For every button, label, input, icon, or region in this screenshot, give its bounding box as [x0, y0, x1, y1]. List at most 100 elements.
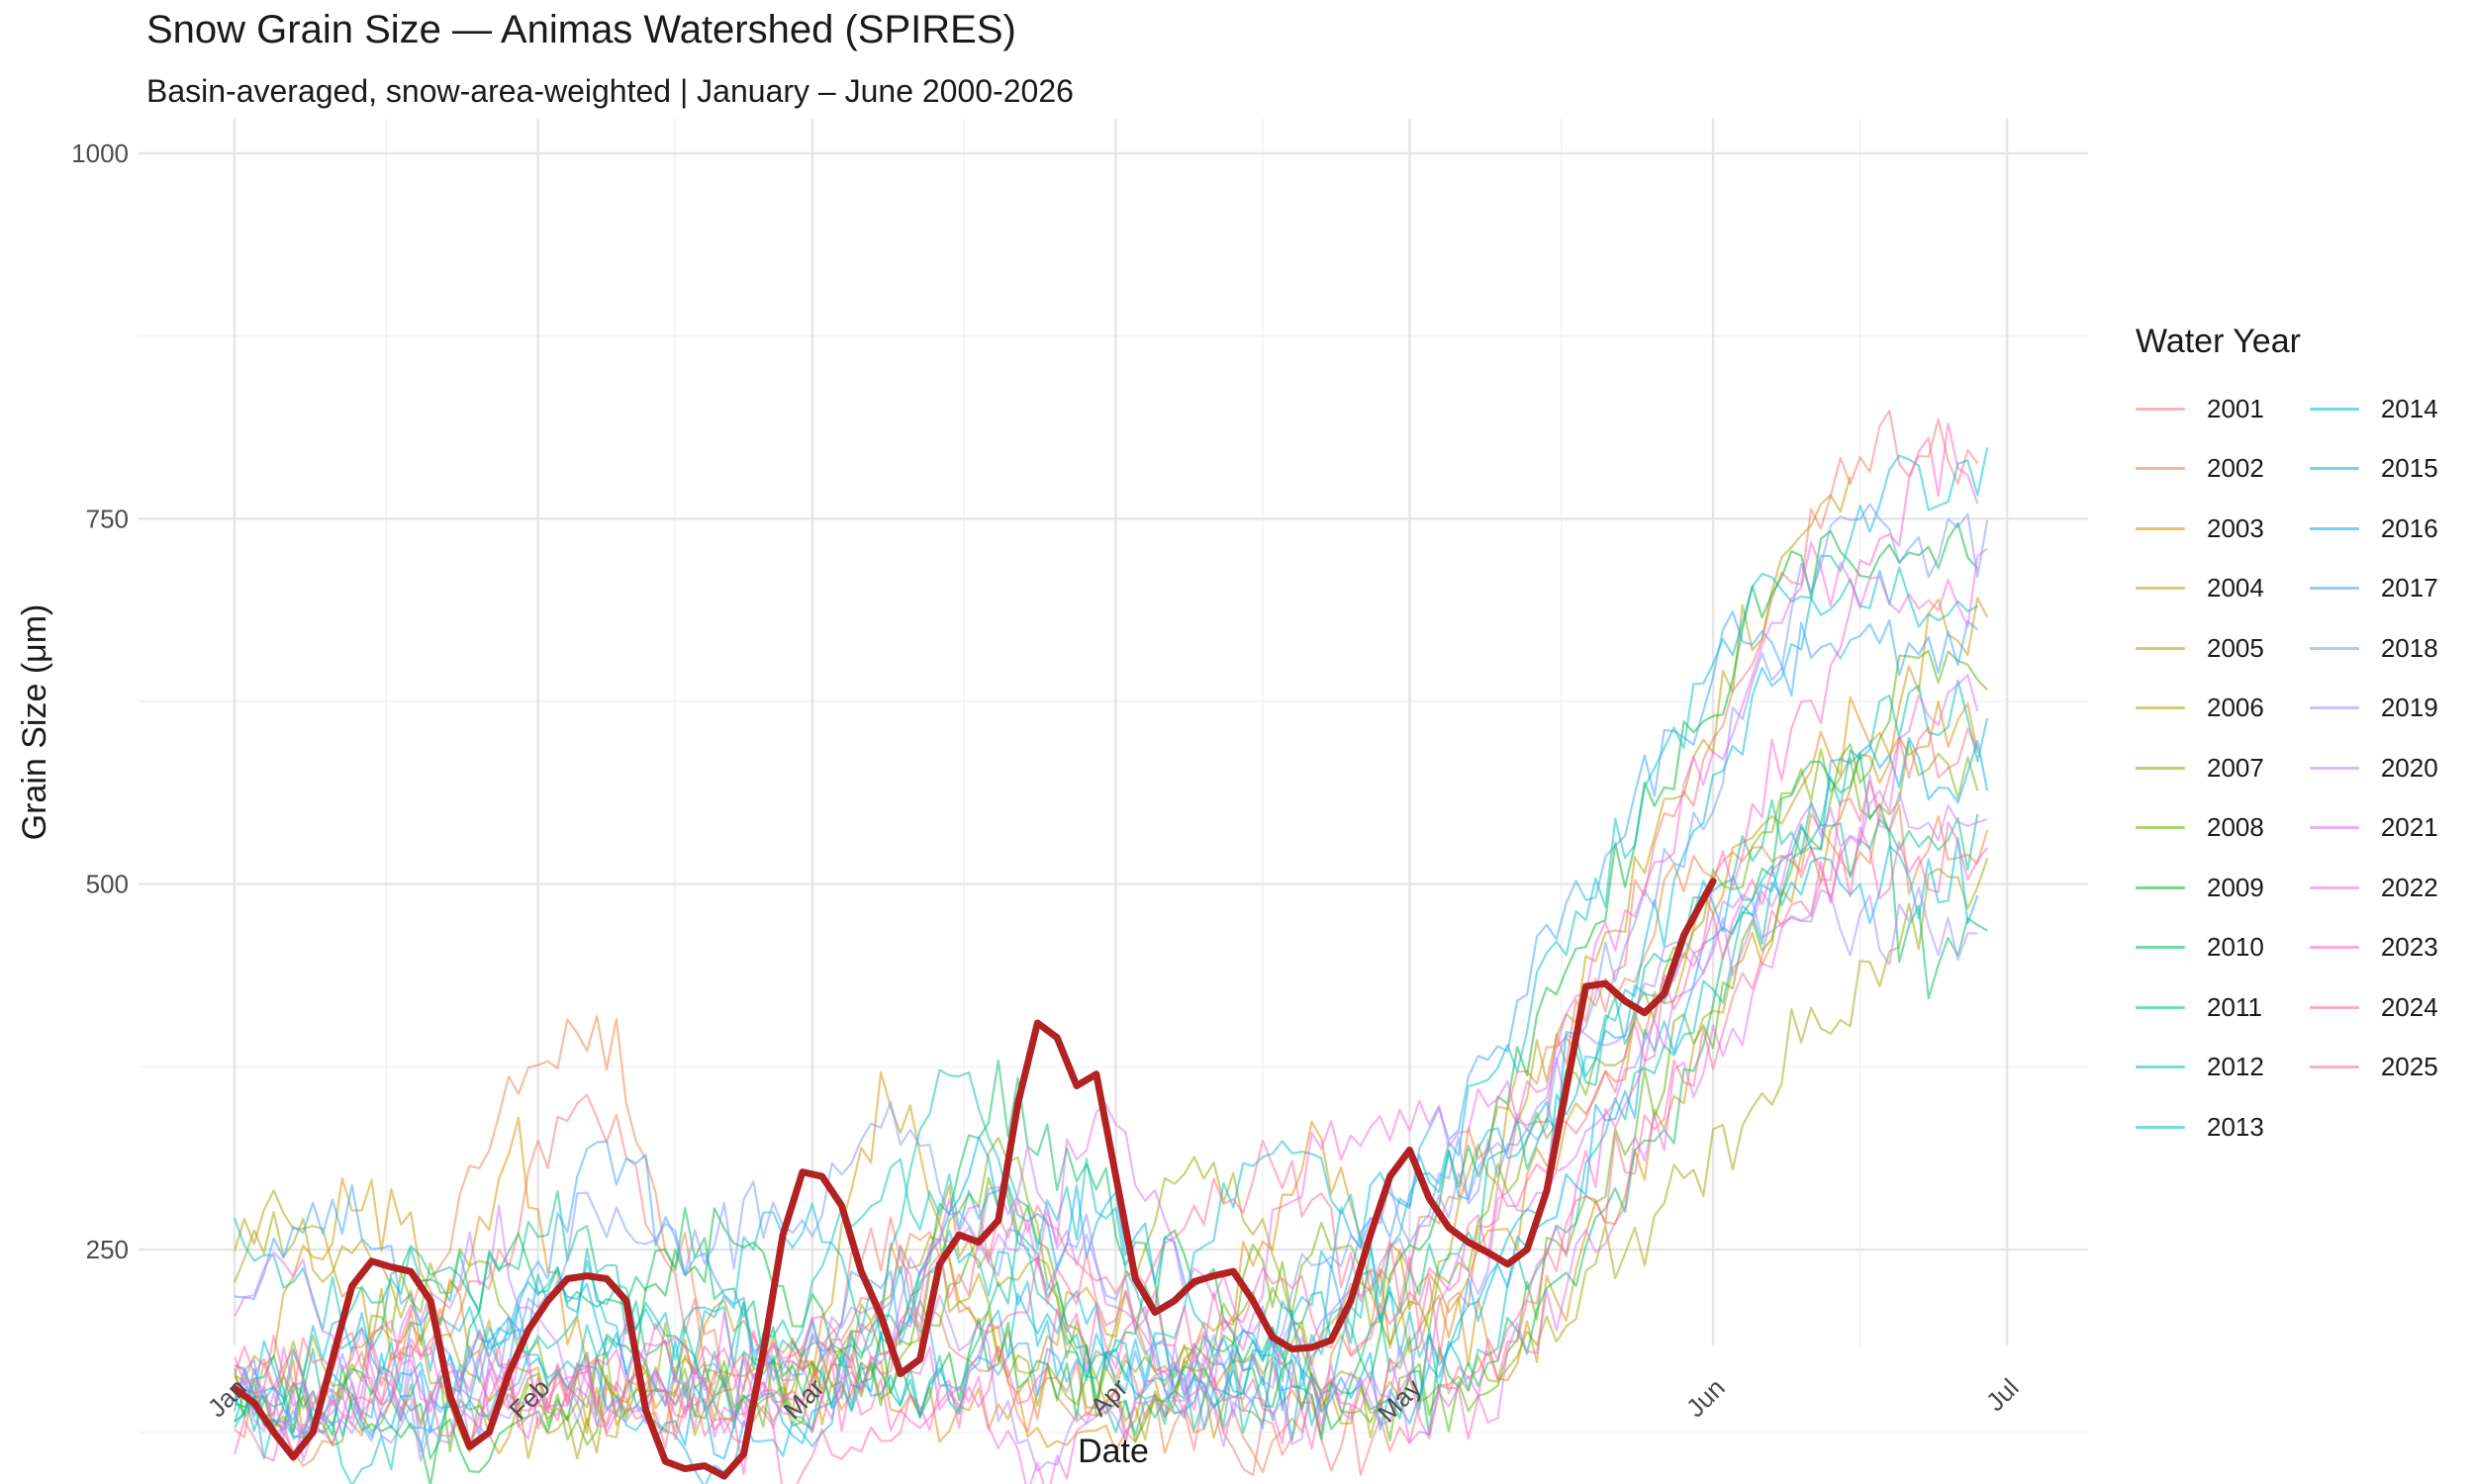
legend-item-2002: 2002: [2136, 439, 2264, 500]
legend-label: 2004: [2207, 573, 2264, 603]
legend-swatch: [2136, 826, 2185, 830]
series-line-2013: [234, 566, 1978, 1484]
legend-item-2023: 2023: [2309, 918, 2438, 978]
legend-label: 2011: [2207, 991, 2262, 1022]
legend-swatch: [2309, 706, 2359, 710]
legend-swatch: [2136, 1005, 2185, 1009]
series-line-2023: [233, 422, 1979, 1463]
legend-swatch: [2136, 587, 2185, 591]
legend-item-2007: 2007: [2136, 738, 2264, 798]
series-line-2020: [234, 774, 1988, 1462]
highlight-layer: [231, 878, 1717, 1480]
legend-item-2022: 2022: [2309, 858, 2438, 918]
legend-label: 2024: [2380, 991, 2438, 1022]
legend-swatch: [2309, 467, 2359, 471]
legend-swatch: [2136, 407, 2185, 411]
series-layer: [233, 410, 1989, 1484]
legend-item-2008: 2008: [2136, 798, 2264, 859]
series-line-2008: [233, 649, 1988, 1453]
legend-item-2001: 2001: [2136, 379, 2264, 439]
legend-item-2004: 2004: [2136, 559, 2264, 619]
legend-label: 2019: [2380, 693, 2438, 723]
legend-item-2017: 2017: [2309, 559, 2438, 619]
legend-swatch: [2136, 1125, 2185, 1129]
legend-swatch: [2136, 706, 2185, 710]
legend: Water Year 2001 2002 2003 2004 2005 2006 2007 2…: [2136, 323, 2438, 1158]
legend-label: 2002: [2207, 453, 2264, 484]
legend-label: 2012: [2207, 1052, 2264, 1082]
legend-label: 2018: [2380, 632, 2438, 663]
legend-swatch: [2309, 946, 2359, 950]
legend-item-2020: 2020: [2309, 738, 2438, 798]
series-line-2014: [234, 447, 1989, 1425]
legend-item-2024: 2024: [2309, 977, 2438, 1038]
legend-item-2014: 2014: [2309, 379, 2438, 439]
legend-label: 2017: [2380, 573, 2438, 603]
series-line-2012: [233, 679, 1989, 1434]
legend-columns: 2001 2002 2003 2004 2005 2006 2007 2008 2009 2010…: [2136, 379, 2438, 1158]
series-line-2010: [234, 752, 1988, 1460]
legend-item-2003: 2003: [2136, 499, 2264, 559]
legend-swatch: [2136, 766, 2185, 770]
legend-label: 2015: [2380, 453, 2438, 484]
x-tick-label: Jul: [1980, 1372, 2025, 1417]
legend-item-2019: 2019: [2309, 679, 2438, 739]
legend-label: 2022: [2380, 872, 2438, 902]
legend-swatch: [2136, 946, 2185, 950]
legend-item-2009: 2009: [2136, 858, 2264, 918]
legend-column: 2014 2015 2016 2017 2018 2019 2020 2021 2022 2023…: [2309, 379, 2438, 1158]
legend-swatch: [2136, 885, 2185, 889]
legend-label: 2009: [2207, 872, 2264, 902]
chart-title: Snow Grain Size — Animas Watershed (SPIR…: [146, 8, 1016, 51]
grid-layer: [139, 119, 2088, 1434]
legend-label: 2014: [2380, 393, 2438, 423]
y-tick-label: 500: [86, 870, 129, 899]
legend-swatch: [2136, 1066, 2185, 1069]
legend-swatch: [2136, 526, 2185, 530]
legend-swatch: [2309, 766, 2359, 770]
series-line-2018: [233, 503, 1989, 1453]
legend-item-2011: 2011: [2136, 977, 2264, 1038]
legend-swatch: [2136, 646, 2185, 650]
legend-swatch: [2309, 407, 2359, 411]
legend-label: 2001: [2207, 393, 2264, 423]
legend-swatch: [2309, 826, 2359, 830]
legend-swatch: [2309, 1066, 2359, 1069]
legend-label: 2023: [2380, 932, 2438, 963]
legend-item-2005: 2005: [2136, 618, 2264, 679]
legend-item-2021: 2021: [2309, 798, 2438, 859]
legend-swatch: [2309, 526, 2359, 530]
legend-label: 2013: [2207, 1111, 2264, 1142]
series-line-2026: [231, 878, 1717, 1480]
y-axis-label: Grain Size (μm): [16, 604, 53, 841]
x-tick-label: Jun: [1680, 1372, 1731, 1423]
series-line-2021: [234, 674, 1979, 1444]
chart-subtitle: Basin-averaged, snow-area-weighted | Jan…: [146, 73, 1074, 109]
series-line-2025: [233, 725, 1979, 1449]
legend-swatch: [2309, 646, 2359, 650]
series-line-2017: [234, 609, 1979, 1431]
legend-item-2016: 2016: [2309, 499, 2438, 559]
legend-label: 2003: [2207, 512, 2264, 543]
legend-item-2015: 2015: [2309, 439, 2438, 500]
legend-column: 2001 2002 2003 2004 2005 2006 2007 2008 2009 2010…: [2136, 379, 2264, 1158]
series-line-2006: [233, 858, 1989, 1439]
legend-label: 2016: [2380, 512, 2438, 543]
y-tick-label: 250: [86, 1235, 129, 1264]
legend-label: 2005: [2207, 632, 2264, 663]
legend-swatch: [2309, 885, 2359, 889]
legend-label: 2006: [2207, 693, 2264, 723]
legend-label: 2020: [2380, 752, 2438, 783]
legend-item-2010: 2010: [2136, 918, 2264, 978]
legend-title: Water Year: [2136, 323, 2301, 360]
series-line-2019: [234, 886, 1978, 1473]
legend-item-2018: 2018: [2309, 618, 2438, 679]
legend-item-2012: 2012: [2136, 1038, 2264, 1098]
series-line-2003: [234, 696, 1979, 1452]
x-axis-label: Date: [1078, 1433, 1149, 1470]
legend-swatch: [2309, 587, 2359, 591]
series-line-2022: [234, 541, 1988, 1484]
series-line-2005: [233, 476, 1852, 1460]
